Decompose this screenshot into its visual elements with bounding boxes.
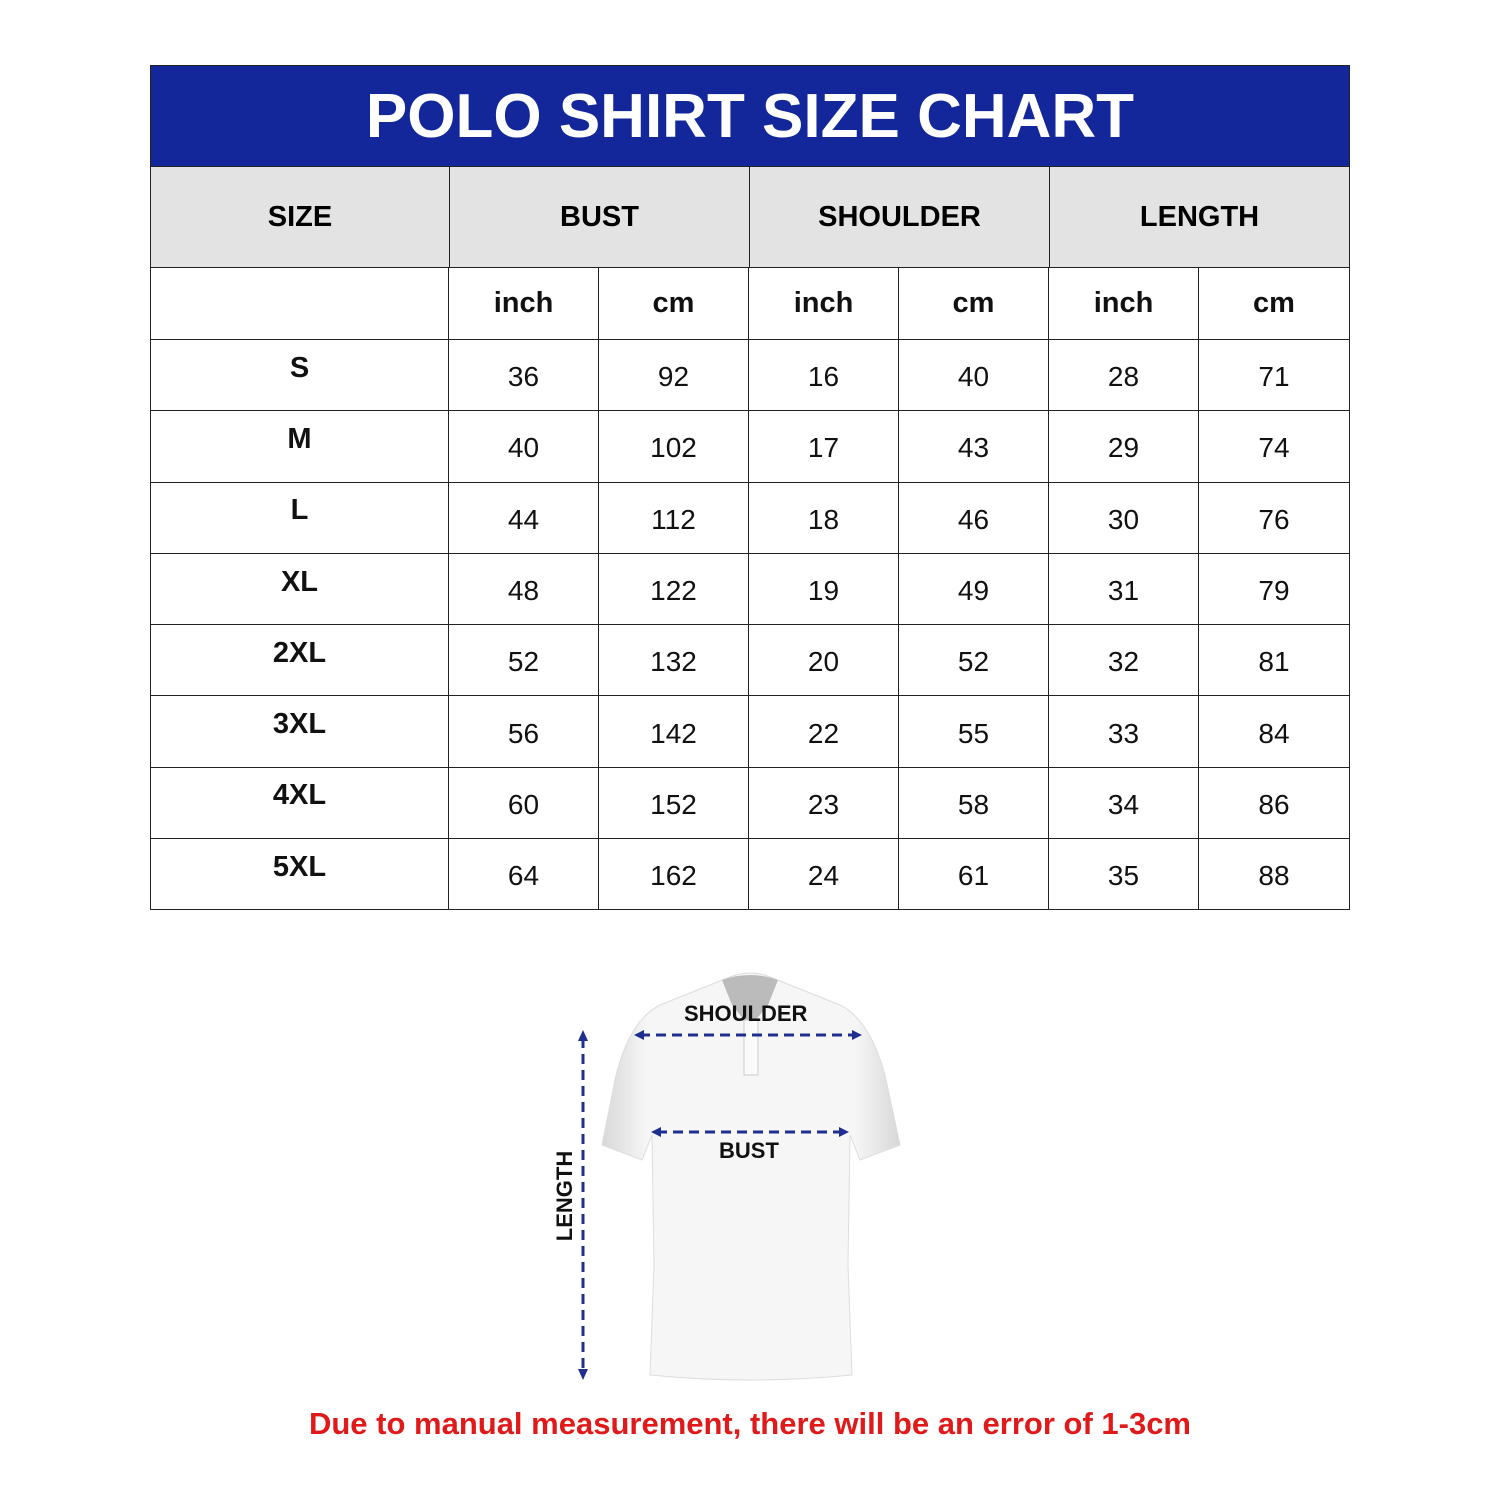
unit-cell: inch <box>449 268 599 339</box>
size-cell: 4XL <box>151 767 449 839</box>
header-length: LENGTH <box>1139 200 1260 233</box>
polo-shirt-diagram <box>578 972 901 1381</box>
table-row: XL 48 122 19 49 31 79 <box>151 553 1349 626</box>
value-cell: 92 <box>599 340 749 411</box>
table-row: S 36 92 16 40 28 71 <box>151 340 1349 412</box>
value-cell: 162 <box>599 839 749 910</box>
value-cell: 58 <box>899 767 1049 839</box>
value-cell: 17 <box>749 411 899 482</box>
value-cell: 36 <box>449 340 599 411</box>
value-cell: 79 <box>1258 575 1290 607</box>
size-cell: 5XL <box>151 839 449 910</box>
value-cell: 84 <box>1258 717 1290 749</box>
value-cell: 43 <box>899 411 1049 482</box>
value-cell: 61 <box>899 839 1049 910</box>
shoulder-label: SHOULDER <box>684 1001 808 1026</box>
unit-cell: inch <box>749 268 899 339</box>
value-cell: 44 <box>449 482 599 553</box>
value-cell: 29 <box>1049 411 1199 482</box>
value-cell: 64 <box>449 839 599 910</box>
value-cell: 32 <box>1049 625 1199 696</box>
units-row: inch cm inch cm inch cm <box>151 268 1349 340</box>
value-cell: 52 <box>449 625 599 696</box>
header-size: SIZE <box>151 167 450 267</box>
value-cell: 74 <box>1258 432 1290 464</box>
arrow-icon <box>651 1127 661 1137</box>
value-cell: 19 <box>749 553 899 625</box>
unit-cell: inch <box>1049 268 1199 339</box>
value-cell: 28 <box>1049 340 1199 411</box>
value-cell: 18 <box>749 482 899 553</box>
bust-label: BUST <box>719 1138 779 1163</box>
value-cell: 71 <box>1258 361 1290 393</box>
table-row: 4XL 60 152 23 58 34 86 <box>151 767 1349 840</box>
table-row: 3XL 56 142 22 55 33 84 <box>151 696 1349 768</box>
measurement-note: Due to manual measurement, there will be… <box>308 1406 1192 1441</box>
value-cell: 86 <box>1258 788 1290 820</box>
value-cell: 35 <box>1049 839 1199 910</box>
collar <box>722 975 778 1027</box>
arrow-icon <box>634 1030 644 1040</box>
value-cell: 46 <box>899 482 1049 553</box>
value-cell: 40 <box>899 340 1049 411</box>
header-row: SIZE BUST SHOULDER LENGTH <box>151 167 1349 268</box>
value-cell: 22 <box>749 696 899 767</box>
value-cell: 56 <box>449 696 599 767</box>
value-cell: 31 <box>1049 553 1199 625</box>
unit-cell: cm <box>599 268 749 339</box>
unit-cell: cm <box>1253 287 1295 319</box>
value-cell: 102 <box>599 411 749 482</box>
value-cell: 16 <box>749 340 899 411</box>
size-cell: S <box>151 340 449 411</box>
value-cell: 40 <box>449 411 599 482</box>
value-cell: 55 <box>899 696 1049 767</box>
chart-title: POLO SHIRT SIZE CHART <box>151 66 1349 167</box>
value-cell: 24 <box>749 839 899 910</box>
unit-cell <box>151 268 449 339</box>
size-cell: XL <box>151 553 449 625</box>
header-bust: BUST <box>450 167 750 267</box>
value-cell: 49 <box>899 553 1049 625</box>
arrow-icon <box>839 1127 849 1137</box>
value-cell: 152 <box>599 767 749 839</box>
value-cell: 112 <box>599 482 749 553</box>
table-row: 2XL 52 132 20 52 32 81 <box>151 625 1349 697</box>
value-cell: 132 <box>599 625 749 696</box>
table-row: 5XL 64 162 24 61 35 88 <box>151 839 1349 910</box>
unit-cell: cm <box>899 268 1049 339</box>
value-cell: 88 <box>1258 860 1290 892</box>
value-cell: 33 <box>1049 696 1199 767</box>
header-shoulder: SHOULDER <box>750 167 1050 267</box>
value-cell: 20 <box>749 625 899 696</box>
arrow-icon <box>578 1030 588 1041</box>
value-cell: 30 <box>1049 482 1199 553</box>
value-cell: 60 <box>449 767 599 839</box>
size-cell: 2XL <box>151 625 449 696</box>
table-row: L 44 112 18 46 30 76 <box>151 482 1349 554</box>
value-cell: 23 <box>749 767 899 839</box>
value-cell: 122 <box>599 553 749 625</box>
shirt-body <box>601 972 901 1381</box>
value-cell: 76 <box>1258 503 1290 535</box>
size-cell: L <box>151 482 449 553</box>
table-row: M 40 102 17 43 29 74 <box>151 411 1349 483</box>
arrow-icon <box>578 1369 588 1380</box>
size-chart-table: POLO SHIRT SIZE CHART SIZE BUST SHOULDER… <box>150 65 1350 911</box>
placket <box>743 1019 759 1076</box>
size-cell: M <box>151 411 449 482</box>
size-cell: 3XL <box>151 696 449 767</box>
length-label: LENGTH <box>552 1150 577 1242</box>
value-cell: 142 <box>599 696 749 767</box>
value-cell: 48 <box>449 553 599 625</box>
value-cell: 52 <box>899 625 1049 696</box>
value-cell: 81 <box>1258 646 1290 678</box>
value-cell: 34 <box>1049 767 1199 839</box>
arrow-icon <box>852 1030 862 1040</box>
